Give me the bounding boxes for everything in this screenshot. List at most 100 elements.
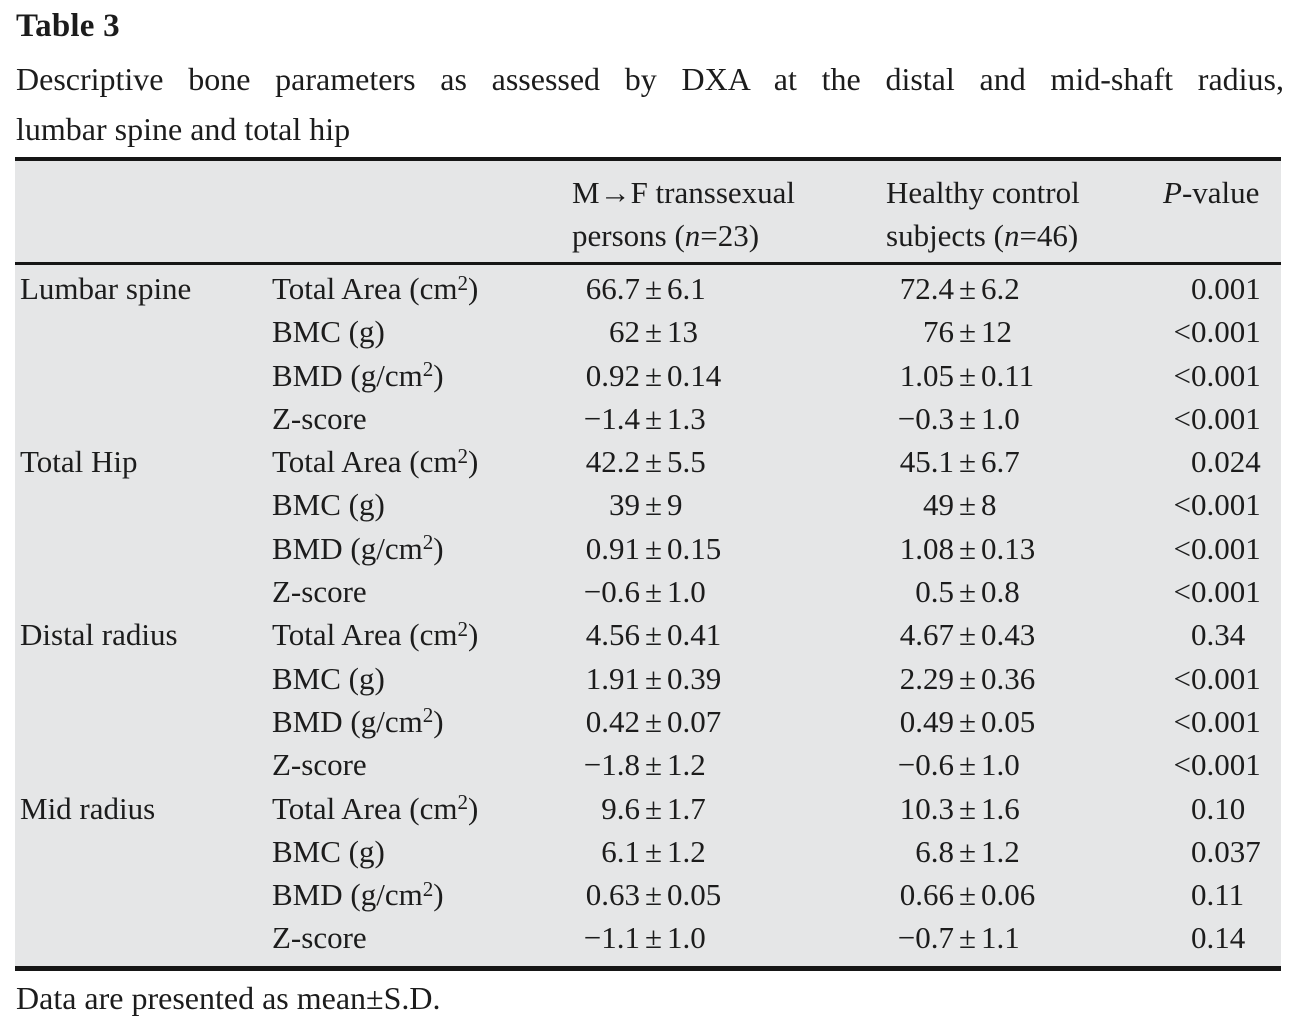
table-footnote: Data are presented as mean±S.D. bbox=[16, 980, 441, 1016]
value-sd: 9 bbox=[667, 487, 683, 523]
label-text: BMD (g/cm bbox=[272, 357, 423, 393]
value-mean: 6.8 bbox=[915, 833, 954, 869]
control-value-cell: 2.29 ±0.36 bbox=[886, 657, 1036, 700]
table-row: BMD (g/cm2) 0.91 ±0.15 1.08 ±0.13 <0.001 bbox=[15, 527, 1281, 570]
table-row: Z-score −1.1 ±1.0 −0.7 ±1.1 0.14 bbox=[15, 916, 1281, 959]
value-mean: 76 bbox=[923, 314, 954, 350]
header-col-mf-transsexual: M→F transsexual persons (n=23) bbox=[572, 171, 795, 257]
p-number: 0.34 bbox=[1191, 617, 1246, 653]
parameter-label: Z-score bbox=[272, 570, 367, 613]
less-than-sign: < bbox=[1173, 400, 1191, 436]
plus-minus-sign: ± bbox=[645, 444, 663, 480]
label-text: ) bbox=[468, 790, 479, 826]
control-value-cell: 1.05 ±0.11 bbox=[886, 354, 1034, 397]
table-row: BMC (g) 62 ±13 76 ±12 <0.001 bbox=[15, 310, 1281, 353]
table-title: Table 3 bbox=[16, 8, 120, 44]
control-value-cell: 10.3 ±1.6 bbox=[886, 787, 1020, 830]
plus-minus-sign: ± bbox=[645, 703, 663, 739]
value-mean: 0.92 bbox=[585, 357, 640, 393]
caption-line-1: Descriptive bone parameters as assessed … bbox=[16, 61, 1284, 97]
plus-minus-sign: ± bbox=[959, 833, 977, 869]
control-value-cell: 6.8 ±1.2 bbox=[886, 830, 1020, 873]
table-row: BMC (g) 39 ±9 49 ±8 <0.001 bbox=[15, 483, 1281, 526]
value-sd: 1.3 bbox=[667, 400, 706, 436]
value-sd: 0.11 bbox=[981, 357, 1035, 393]
value-mean: 72.4 bbox=[899, 271, 954, 306]
label-text: Total Area (cm bbox=[272, 617, 458, 653]
value-sd: 13 bbox=[667, 314, 699, 350]
plus-minus-sign: ± bbox=[959, 271, 977, 306]
section-label: Lumbar spine bbox=[20, 271, 192, 306]
parameter-label: Total Area (cm2) bbox=[272, 613, 478, 656]
table-row: BMD (g/cm2) 0.63 ±0.05 0.66 ±0.06 0.11 bbox=[15, 873, 1281, 916]
p-number: 0.001 bbox=[1191, 271, 1261, 306]
parameter-label: Z-score bbox=[272, 916, 367, 959]
value-sd: 6.2 bbox=[981, 271, 1020, 306]
parameter-label: Total Area (cm2) bbox=[272, 787, 478, 830]
table-row: Z-score −1.8 ±1.2 −0.6 ±1.0 <0.001 bbox=[15, 743, 1281, 786]
value-mean: −1.1 bbox=[583, 920, 640, 956]
value-mean: 1.91 bbox=[585, 660, 640, 696]
value-sd: 5.5 bbox=[667, 444, 706, 480]
header-col-pvalue: P-value bbox=[1163, 171, 1259, 214]
plus-minus-sign: ± bbox=[645, 833, 663, 869]
mf-value-cell: 39 ±9 bbox=[572, 483, 683, 526]
less-than-sign: < bbox=[1173, 703, 1191, 739]
bone-parameters-table: M→F transsexual persons (n=23) Healthy c… bbox=[15, 157, 1281, 971]
plus-minus-sign: ± bbox=[959, 703, 977, 739]
superscript-2: 2 bbox=[422, 876, 434, 901]
plus-minus-sign: ± bbox=[959, 920, 977, 956]
label-text: BMD (g/cm bbox=[272, 877, 423, 913]
plus-minus-sign: ± bbox=[645, 530, 663, 566]
plus-minus-sign: ± bbox=[959, 747, 977, 783]
parameter-label: BMD (g/cm2) bbox=[272, 700, 444, 743]
table-row: Total Hip Total Area (cm2) 42.2 ±5.5 45.1… bbox=[15, 440, 1281, 483]
mf-value-cell: 66.7 ±6.1 bbox=[572, 267, 706, 310]
value-sd: 0.43 bbox=[981, 617, 1036, 653]
table-caption: Descriptive bone parameters as assessed … bbox=[16, 54, 1284, 154]
value-sd: 1.2 bbox=[667, 747, 706, 783]
value-sd: 6.1 bbox=[667, 271, 706, 306]
label-text: Z-score bbox=[272, 400, 367, 436]
value-mean: 4.56 bbox=[585, 617, 640, 653]
mf-value-cell: 0.63 ±0.05 bbox=[572, 873, 722, 916]
p-number: 0.001 bbox=[1191, 747, 1261, 783]
mf-value-cell: 1.91 ±0.39 bbox=[572, 657, 722, 700]
header-pvalue-rest: -value bbox=[1181, 175, 1260, 210]
p-number: 0.11 bbox=[1191, 877, 1245, 913]
value-sd: 1.2 bbox=[667, 833, 706, 869]
label-text: ) bbox=[433, 703, 444, 739]
table-row: Z-score −1.4 ±1.3 −0.3 ±1.0 <0.001 bbox=[15, 397, 1281, 440]
superscript-2: 2 bbox=[457, 270, 469, 295]
parameter-label: BMC (g) bbox=[272, 830, 385, 873]
value-sd: 0.05 bbox=[981, 703, 1036, 739]
p-number: 0.001 bbox=[1191, 660, 1261, 696]
p-value-cell: <0.001 bbox=[1155, 743, 1261, 786]
value-mean: −1.4 bbox=[583, 400, 640, 436]
p-value-cell: <0.001 bbox=[1155, 354, 1261, 397]
label-text: BMD (g/cm bbox=[272, 703, 423, 739]
label-text: Z-score bbox=[272, 574, 367, 610]
plus-minus-sign: ± bbox=[959, 357, 977, 393]
p-number: 0.001 bbox=[1191, 357, 1261, 393]
value-mean: 4.67 bbox=[899, 617, 954, 653]
header-mf-line2-post: =23) bbox=[700, 218, 760, 253]
header-hc-n-symbol: n bbox=[1003, 218, 1020, 253]
section-label: Total Hip bbox=[20, 444, 138, 480]
p-value-cell: 0.037 bbox=[1155, 830, 1261, 873]
plus-minus-sign: ± bbox=[645, 790, 663, 826]
value-sd: 1.0 bbox=[667, 920, 706, 956]
value-sd: 1.0 bbox=[667, 574, 706, 610]
table-row: BMC (g) 1.91 ±0.39 2.29 ±0.36 <0.001 bbox=[15, 657, 1281, 700]
p-value-cell: <0.001 bbox=[1155, 310, 1261, 353]
mf-value-cell: 0.91 ±0.15 bbox=[572, 527, 722, 570]
superscript-2: 2 bbox=[457, 443, 469, 468]
p-number: 0.024 bbox=[1191, 444, 1261, 480]
plus-minus-sign: ± bbox=[645, 271, 663, 306]
header-hc-line2-pre: subjects ( bbox=[886, 218, 1004, 253]
plus-minus-sign: ± bbox=[959, 444, 977, 480]
value-mean: 0.63 bbox=[585, 877, 640, 913]
less-than-sign: < bbox=[1173, 487, 1191, 523]
table-body: Lumbar spine Total Area (cm2) 66.7 ±6.1 7… bbox=[15, 265, 1281, 966]
mf-value-cell: 62 ±13 bbox=[572, 310, 698, 353]
